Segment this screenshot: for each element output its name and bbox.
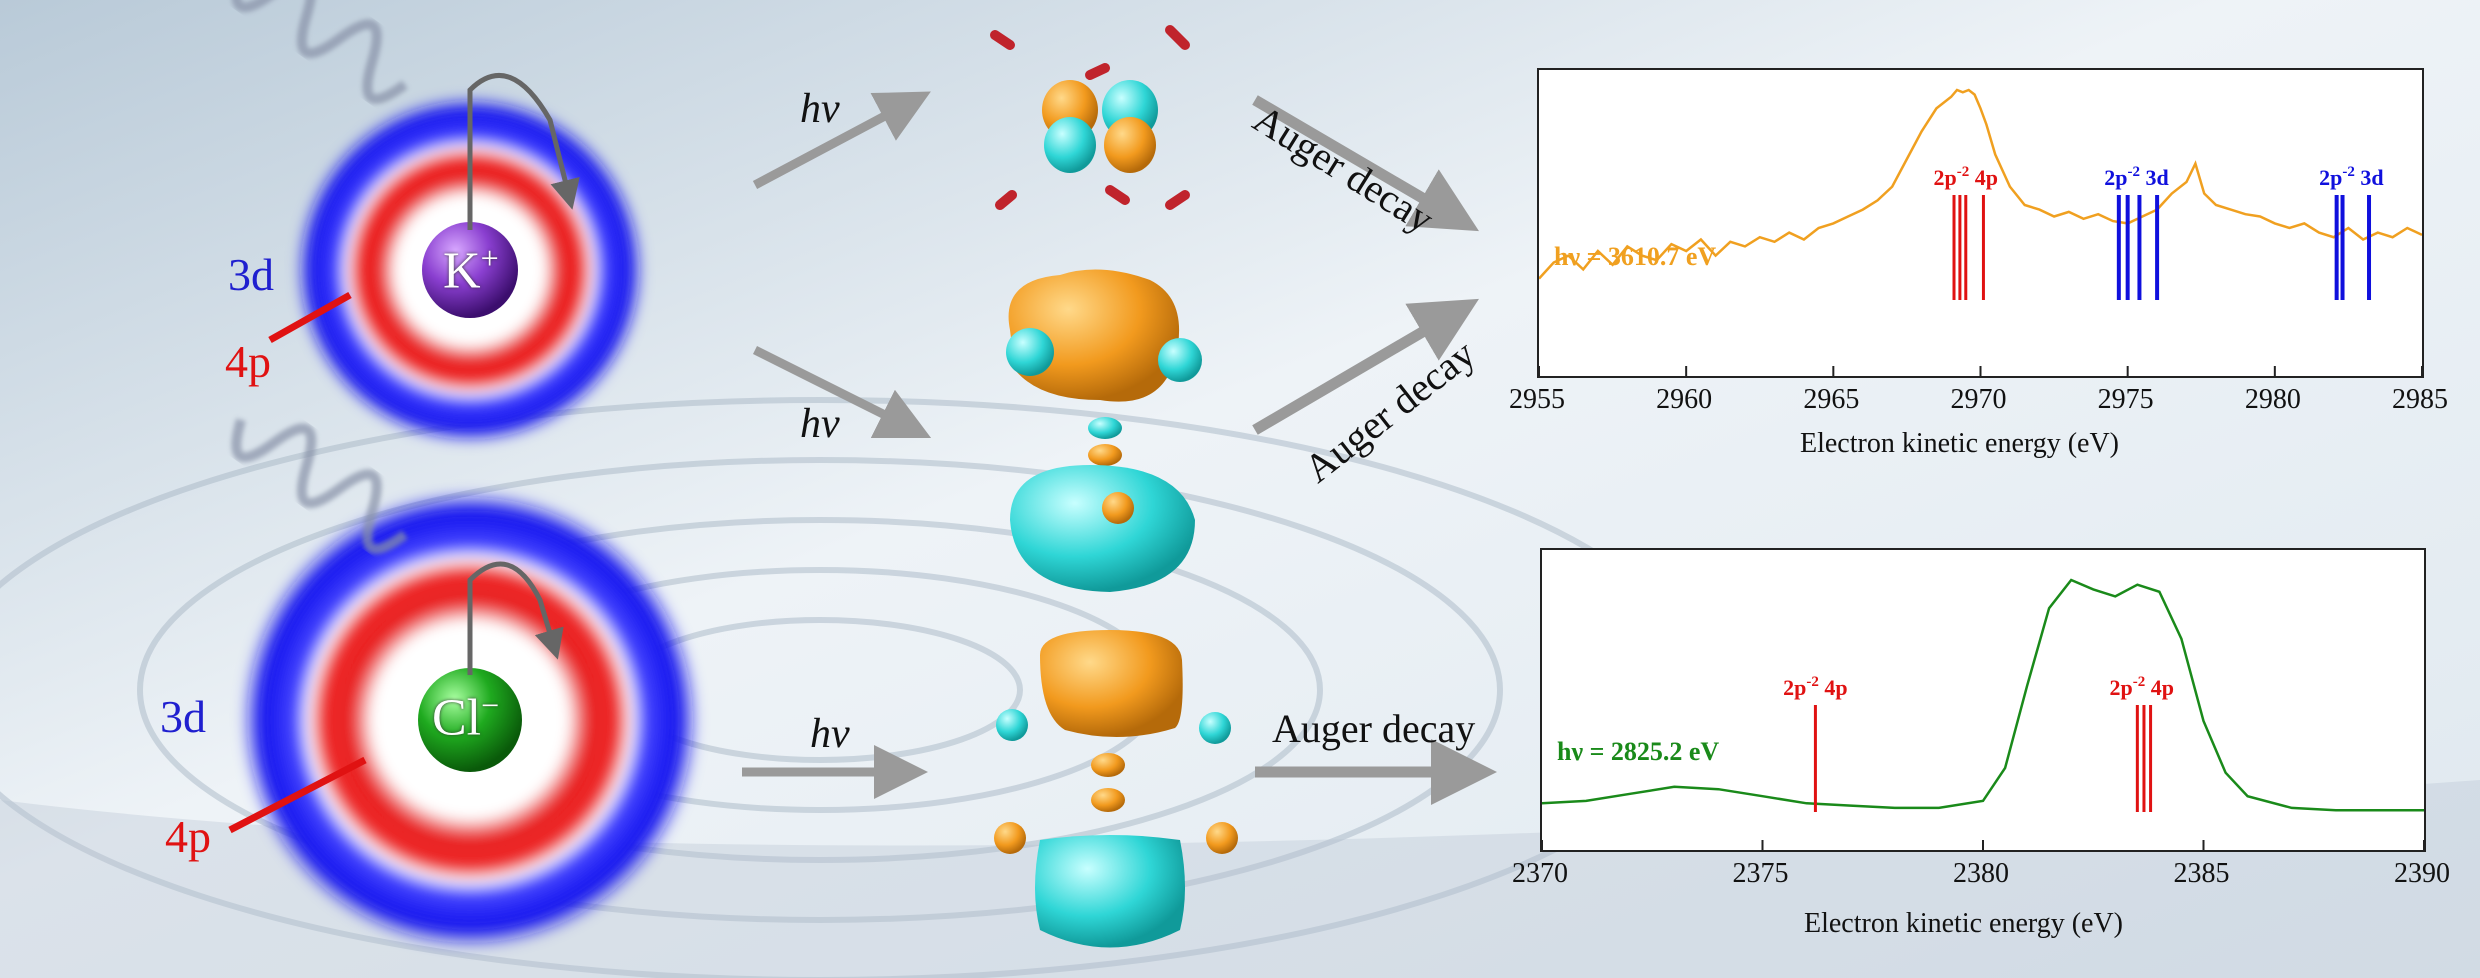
- orbital-isosurface-cl-3d: [994, 630, 1238, 948]
- x-tick-label: 2375: [1732, 858, 1789, 889]
- cl-4p-label: 4p: [165, 811, 211, 862]
- k-ion-label: K+: [443, 240, 499, 300]
- x-tick-label: 2390: [2394, 858, 2450, 889]
- electron-ejection-arrow: [467, 72, 580, 230]
- transition-label: 2p-2 4p: [1783, 674, 1848, 700]
- spectrum-line: [1538, 88, 2423, 280]
- cl-4p-pointer: [228, 756, 367, 834]
- x-ray-wave-icon: [231, 0, 408, 104]
- x-tick-label: 2955: [1509, 384, 1565, 415]
- photon-energy-annotation: hν = 3610.7 eV: [1554, 242, 1716, 271]
- photon-label-1: hν: [800, 86, 840, 132]
- cl-spectrum-panel: 2p-2 4p 2p-2 4p hν = 2825.2 eV: [1540, 548, 2426, 852]
- photon-energy-annotation: hν = 2825.2 eV: [1557, 737, 1719, 766]
- x-tick-label: 2980: [2244, 384, 2301, 415]
- x-tick-label: 2965: [1803, 384, 1860, 415]
- electron-ejection-arrow: [467, 561, 564, 675]
- cl-3d-label: 3d: [160, 691, 206, 742]
- x-tick-label: 2960: [1656, 384, 1713, 415]
- k-spectrum-xlabel: Electron kinetic energy (eV): [1800, 428, 2120, 459]
- x-tick-label: 2985: [2392, 384, 2448, 415]
- x-tick-label: 2975: [2097, 384, 2154, 415]
- cl-ion-shells: [228, 418, 700, 950]
- x-tick-label: 2370: [1512, 858, 1568, 889]
- photon-label-3: hν: [810, 711, 850, 757]
- x-tick-label: 2385: [2173, 858, 2230, 889]
- orbital-isosurface-k-4p: [990, 25, 1190, 210]
- transition-label: 2p-2 4p: [2110, 674, 2175, 700]
- cl-spectrum-xlabel: Electron kinetic energy (eV): [1804, 908, 2124, 939]
- k-spectrum-chart: 2p-2 4p 2p-2 3d 2p-2 3d hν = 3610.7 eV: [1538, 88, 2423, 376]
- photon-arrows: [742, 91, 932, 799]
- x-tick-label: 2380: [1953, 858, 2009, 889]
- photon-label-2: hν: [800, 401, 840, 447]
- k-ion-shells: [231, 0, 645, 445]
- auger-label-3: Auger decay: [1272, 706, 1476, 751]
- k-4p-pointer: [268, 291, 352, 344]
- x-ray-wave-icon: [231, 418, 408, 554]
- potassium-ion-sphere: [422, 222, 518, 318]
- k-4p-label: 4p: [225, 336, 271, 387]
- chloride-ion-sphere: [418, 668, 522, 772]
- k-spectrum-panel: 2p-2 4p 2p-2 3d 2p-2 3d hν = 3610.7 eV: [1537, 68, 2424, 378]
- transition-label: 2p-2 3d: [2104, 164, 2169, 190]
- auger-arrows: [1252, 95, 1497, 805]
- transition-label: 2p-2 3d: [2319, 164, 2384, 190]
- cl-spectrum-chart: 2p-2 4p 2p-2 4p hν = 2825.2 eV: [1541, 578, 2425, 850]
- spectrum-line: [1541, 578, 2424, 812]
- x-tick-label: 2970: [1950, 384, 2007, 415]
- k-3d-label: 3d: [228, 249, 274, 300]
- orbital-isosurface-k-3d: [1006, 269, 1202, 592]
- cl-ion-label: Cl−: [432, 687, 500, 747]
- transition-label: 2p-2 4p: [1934, 164, 1999, 190]
